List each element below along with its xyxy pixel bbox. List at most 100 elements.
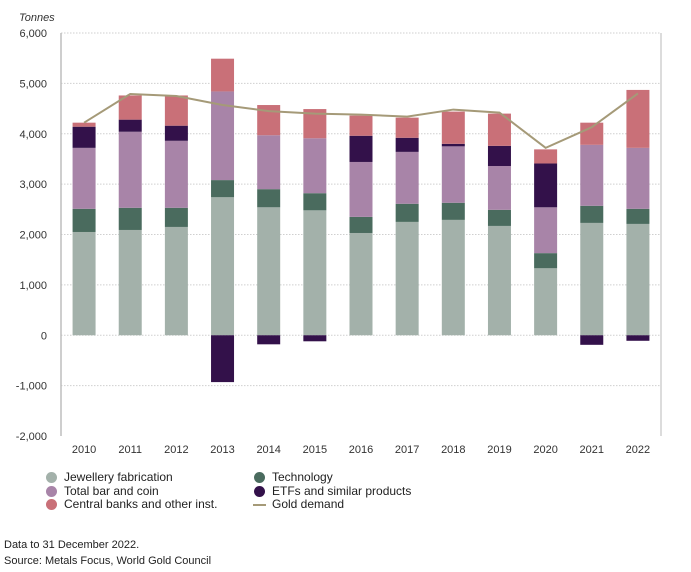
legend-swatch-technology bbox=[254, 472, 265, 484]
bar-segment bbox=[395, 221, 419, 336]
bar-segment bbox=[164, 125, 188, 141]
y-tick-label: 0 bbox=[41, 330, 47, 342]
bar-segment bbox=[349, 115, 373, 136]
x-tick-label: 2014 bbox=[256, 444, 280, 456]
bar-segment bbox=[303, 138, 327, 194]
bar-segment bbox=[211, 197, 235, 336]
y-tick-label: 6,000 bbox=[19, 28, 47, 40]
bar-segment bbox=[534, 149, 558, 164]
legend-label: Central banks and other inst. bbox=[64, 497, 218, 511]
legend-left: Jewellery fabrication Total bar and coin… bbox=[46, 470, 218, 512]
bar-segment bbox=[441, 146, 465, 203]
x-tick-label: 2013 bbox=[210, 444, 234, 456]
unit-label: Tonnes bbox=[19, 12, 55, 24]
legend-swatch-central-banks bbox=[46, 499, 57, 511]
bar-segment bbox=[349, 161, 373, 217]
bar-segment bbox=[72, 231, 96, 336]
bar-segment bbox=[164, 207, 188, 227]
bar-segment bbox=[395, 117, 419, 138]
bar-segment bbox=[211, 335, 235, 383]
legend-item: Gold demand bbox=[253, 497, 411, 512]
bar-segment bbox=[72, 208, 96, 232]
bar-segment bbox=[395, 151, 419, 204]
bar-segment bbox=[303, 210, 327, 336]
bar-segment bbox=[211, 91, 235, 181]
x-tick-label: 2019 bbox=[487, 444, 511, 456]
bar-segment bbox=[349, 135, 373, 162]
bar-segment bbox=[441, 111, 465, 144]
bar-segment bbox=[580, 205, 604, 223]
bar-segment bbox=[118, 119, 142, 132]
bar-segment bbox=[487, 113, 511, 146]
legend-item: Jewellery fabrication bbox=[46, 470, 217, 485]
bar-segment bbox=[118, 229, 142, 336]
gold-demand-line bbox=[83, 92, 639, 150]
y-tick-label: 4,000 bbox=[19, 129, 47, 141]
y-tick-label: 2,000 bbox=[19, 230, 47, 242]
bar-segment bbox=[164, 140, 188, 208]
x-tick-label: 2011 bbox=[118, 444, 142, 456]
bar-segment bbox=[487, 165, 511, 210]
legend-label: Total bar and coin bbox=[64, 483, 159, 498]
x-tick-label: 2015 bbox=[303, 444, 327, 456]
bar-segment bbox=[441, 202, 465, 220]
bar-segment bbox=[303, 335, 327, 342]
bar-segment bbox=[626, 89, 650, 148]
x-tick-label: 2022 bbox=[626, 444, 650, 456]
legend-swatch-etfs bbox=[254, 485, 265, 497]
legend-label: Gold demand bbox=[272, 497, 345, 511]
legend-label: Technology bbox=[272, 470, 333, 484]
bar-segment bbox=[626, 147, 650, 209]
legend-item: ETFs and similar products bbox=[254, 483, 412, 499]
bar-segment bbox=[211, 58, 235, 92]
y-tick-label: -2,000 bbox=[16, 431, 47, 443]
x-tick-label: 2010 bbox=[72, 444, 96, 456]
legend-item: Central banks and other inst. bbox=[46, 497, 218, 512]
bar-segment bbox=[118, 207, 142, 230]
bar-segment bbox=[118, 131, 142, 208]
bar-segment bbox=[257, 335, 281, 345]
legend-swatch-bar-coin bbox=[46, 485, 57, 497]
bar-segment bbox=[487, 145, 511, 166]
bar-segment bbox=[626, 335, 650, 341]
x-tick-label: 2012 bbox=[164, 444, 188, 456]
legend-label: Jewellery fabrication bbox=[64, 470, 173, 484]
bar-segment bbox=[580, 222, 604, 336]
bar-segment bbox=[211, 180, 235, 198]
x-tick-label: 2018 bbox=[441, 444, 465, 456]
bar-segment bbox=[534, 268, 558, 336]
x-tick-label: 2017 bbox=[395, 444, 419, 456]
bar-segment bbox=[534, 253, 558, 269]
bar-segment bbox=[257, 135, 281, 190]
bar-segment bbox=[303, 109, 327, 139]
bar-segment bbox=[580, 122, 604, 145]
legend-item: Technology bbox=[254, 470, 411, 485]
bars bbox=[72, 58, 650, 383]
bar-segment bbox=[164, 226, 188, 336]
legend-label: ETFs and similar products bbox=[272, 483, 412, 498]
x-tick-label: 2016 bbox=[349, 444, 373, 456]
legend-right: Technology ETFs and similar products Gol… bbox=[253, 470, 412, 512]
bar-segment bbox=[349, 216, 373, 233]
bar-segment bbox=[257, 207, 281, 336]
bar-segment bbox=[580, 144, 604, 206]
bar-segment bbox=[257, 105, 281, 136]
bar-segment bbox=[72, 147, 96, 209]
x-axis-ticks: 2010 2011 2012 2013 2014 2015 2016 2017 2018 2019… bbox=[72, 444, 650, 456]
bar-segment bbox=[164, 95, 188, 126]
legend-swatch-gold-demand bbox=[253, 503, 266, 506]
bar-segment bbox=[441, 143, 465, 147]
bar-segment bbox=[626, 208, 650, 224]
bar-segment bbox=[72, 122, 96, 127]
bar-segment bbox=[626, 223, 650, 336]
legend-item: Total bar and coin bbox=[46, 483, 217, 499]
bar-segment bbox=[395, 137, 419, 152]
bar-segment bbox=[534, 207, 558, 254]
y-tick-label: 5,000 bbox=[19, 78, 47, 90]
bar-segment bbox=[257, 189, 281, 208]
bar-segment bbox=[72, 126, 96, 148]
bar-segment bbox=[534, 163, 558, 208]
bar-segment bbox=[349, 232, 373, 336]
y-tick-label: 3,000 bbox=[19, 179, 47, 191]
